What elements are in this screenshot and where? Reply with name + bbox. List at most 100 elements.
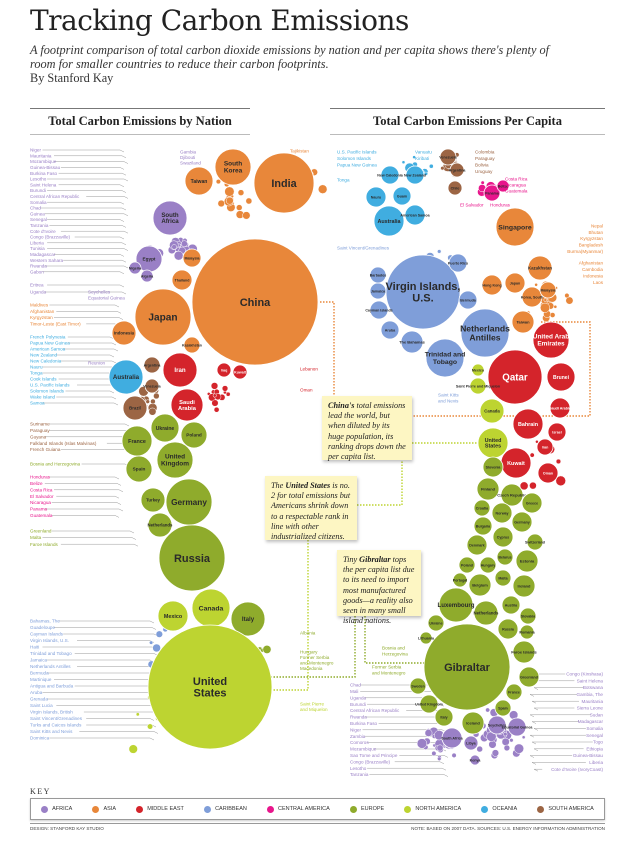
country-circle-ukraine: Ukraine	[150, 413, 180, 443]
small-country-circle	[147, 723, 154, 730]
bubble	[511, 511, 533, 533]
bubble	[157, 600, 189, 632]
country-list-label: Guinea-Bissau	[30, 165, 61, 170]
country-list-label: French Guiana	[30, 447, 61, 452]
leader-line	[533, 687, 584, 690]
bubble	[230, 601, 266, 637]
country-label: China	[240, 297, 271, 309]
bubble	[519, 624, 535, 640]
country-label: Switzerland	[525, 540, 545, 544]
country-label: Netherlands	[148, 523, 174, 528]
leader-line	[399, 755, 449, 758]
bubble	[468, 573, 492, 597]
leader-line	[531, 762, 586, 765]
country-circle-cyprus: Cyprus	[492, 526, 514, 548]
country-label: Malaysia	[185, 256, 201, 260]
bubble	[380, 165, 400, 185]
leader-line	[58, 184, 125, 188]
country-circle-china: China	[191, 238, 319, 366]
country-list-label: Congo (Kinshasa)	[566, 672, 603, 677]
country-circle-guam: Guam	[392, 186, 412, 206]
country-label: Taiwan	[516, 319, 530, 324]
country-label: Virgin Islands, U.S.	[386, 281, 461, 305]
bubble	[147, 624, 273, 750]
country-label: Turkey	[146, 498, 160, 503]
leader-line	[60, 449, 132, 452]
country-list-label: Mauritania	[30, 153, 52, 158]
country-circle-thailand: Thailand	[171, 269, 193, 291]
legend-item-asia: Asia	[92, 805, 116, 813]
bubble	[423, 623, 511, 711]
small-country-circle	[476, 745, 483, 753]
footer-note: Note: Based on 2007 data. Sources: U.S. …	[411, 826, 605, 831]
country-list-label: Tonga	[337, 178, 350, 183]
country-circle-american-samoa: American Samoa	[400, 204, 431, 226]
country-list-label: Aruba	[30, 690, 43, 695]
small-country-circle	[424, 729, 433, 737]
small-country-circle	[401, 160, 406, 165]
country-label: Indonesia	[114, 331, 135, 336]
country-label: American Samoa	[400, 213, 430, 217]
dotted-connector	[272, 540, 309, 691]
country-label: Nauru	[371, 195, 381, 199]
small-country-circle	[509, 738, 514, 743]
leader-line	[42, 372, 115, 376]
country-list-label: Madagascar	[578, 719, 604, 724]
small-country-circle	[503, 744, 511, 752]
country-label: Japan	[510, 281, 520, 285]
country-label: Ireland	[518, 583, 532, 588]
country-list-label: Bosnia and Herzegovina	[30, 462, 80, 467]
country-circle-united-arab-emirates: United Arab Emirates	[532, 321, 570, 359]
bubble	[447, 180, 463, 196]
annotation-text: Tiny	[343, 555, 360, 564]
leader-line	[54, 627, 157, 630]
leader-line	[49, 225, 127, 228]
bubble	[232, 364, 248, 380]
country-label: Czech Republic	[497, 492, 527, 497]
country-label: Denmark	[469, 543, 484, 547]
legend-label: Caribbean	[215, 806, 247, 812]
legend-label: Asia	[103, 806, 116, 812]
legend-label: Oceania	[492, 806, 518, 812]
bubble	[496, 548, 514, 566]
country-list-label: Papua New Guinea	[337, 163, 377, 168]
country-list-label: Malta	[30, 535, 42, 540]
small-country-circle	[491, 749, 500, 757]
country-circle-aruba: Aruba	[380, 320, 400, 340]
country-list-label: Equatorial Guinea	[88, 296, 125, 301]
country-list-label: Seychelles	[88, 290, 111, 295]
bubble	[108, 359, 144, 395]
country-list-label: Belize	[30, 481, 43, 486]
country-list-label: Timor-Leste (East Timor)	[30, 322, 81, 327]
bubble	[497, 618, 519, 640]
small-country-circle	[152, 643, 161, 653]
country-label: Gibraltar	[444, 662, 491, 674]
bubble	[191, 238, 319, 366]
country-circle-finland: Finland	[476, 477, 500, 501]
leader-line	[60, 167, 125, 170]
bubble	[473, 499, 491, 517]
country-list-label: Macedonia	[300, 666, 323, 671]
country-label: Saudi Arabia	[178, 400, 197, 412]
country-label: Spain	[133, 467, 146, 472]
country-circle-portugal: Portugal	[452, 572, 468, 588]
country-label: Norway	[496, 511, 509, 515]
bubble	[162, 352, 198, 388]
country-label: Australia	[113, 374, 140, 381]
country-list-label: Gambia, The	[577, 692, 604, 697]
country-circle-france: France	[121, 425, 153, 457]
bubble	[504, 272, 526, 294]
country-list-label: French Polynesia	[30, 335, 66, 340]
small-country-circle	[211, 399, 219, 407]
annotation-highlight: China's	[328, 401, 355, 410]
country-label: Algeria	[141, 274, 154, 278]
country-list-label: Congo (Brazzaville)	[350, 759, 391, 764]
leader-line	[369, 774, 449, 777]
country-label: Spain	[498, 706, 508, 710]
country-list-label: Cote d'Ivoire (IvoryCoast)	[551, 767, 603, 772]
country-circle-jamaica: Jamaica	[369, 282, 387, 300]
country-circle-czech-republic: Czech Republic	[497, 483, 528, 507]
country-circle-malta: Malta	[494, 569, 512, 587]
country-label: Lithuania	[418, 636, 435, 640]
country-label: Mexico	[164, 614, 183, 620]
